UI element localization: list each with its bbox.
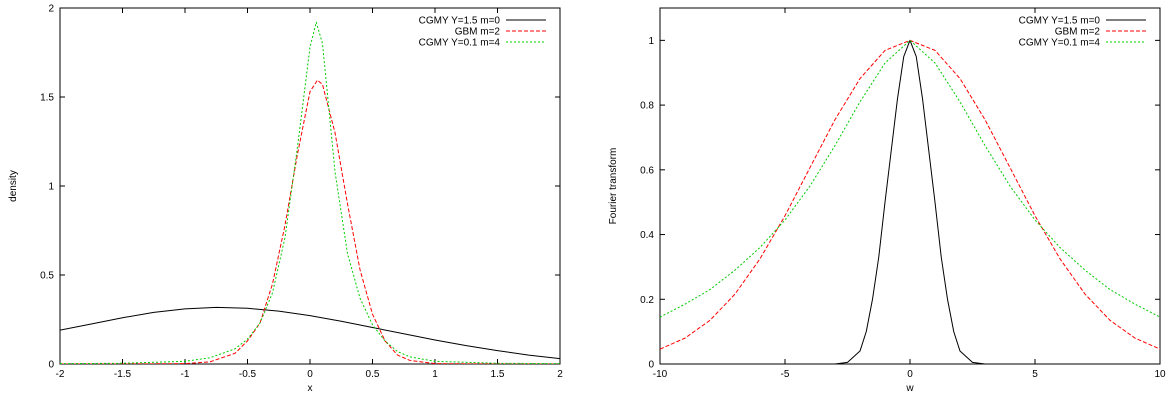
y-tick-label: 0.6 [640,165,654,176]
y-tick-label: 0.2 [640,295,654,306]
x-tick-label: -2 [56,369,65,380]
y-tick-label: 0 [48,360,54,371]
series-line-2 [660,39,1160,318]
series-line-1 [660,39,1160,350]
legend-label: CGMY Y=0.1 m=4 [419,38,501,49]
x-tick-label: 0.5 [366,369,380,380]
x-tick-label: -0.5 [239,369,257,380]
x-tick-label: 1 [432,369,438,380]
legend-label: CGMY Y=1.5 m=0 [1019,16,1101,27]
plot-frame [59,7,561,365]
legend-label: GBM m=2 [455,27,501,38]
series-line-2 [60,21,560,364]
y-tick-label: 0.8 [640,101,654,112]
legend-label: CGMY Y=0.1 m=4 [1019,38,1101,49]
series-line-1 [60,79,560,364]
y-axis-label: Fourier transform [608,148,619,225]
legend-label: GBM m=2 [1055,27,1101,38]
x-tick-label: 1.5 [491,369,505,380]
x-tick-label: -10 [653,369,668,380]
legend-label: CGMY Y=1.5 m=0 [419,16,501,27]
series-line-0 [660,39,1160,364]
series-line-0 [60,306,560,360]
fourier-transform-chart: -10 -5 0 5 10 0 0.2 0.4 0.6 0.8 1 w Fourier transfor… [608,7,1166,394]
x-tick-label: 0 [907,369,913,380]
x-tick-label: -5 [781,369,790,380]
y-tick-label: 0.4 [640,230,654,241]
x-tick-label: -1 [181,369,190,380]
x-tick-label: 2 [557,369,563,380]
x-tick-label: 5 [1032,369,1038,380]
x-tick-label: 0 [307,369,313,380]
x-tick-label: -1.5 [114,369,132,380]
x-axis-label: x [308,383,313,394]
y-axis-label: density [8,170,19,202]
plot-frame [659,7,1161,365]
y-tick-label: 2 [48,4,54,15]
density-chart: -2 -1.5 -1 -0.5 0 0.5 1 1.5 2 0 0.5 1 1.5 2 x density CG… [8,4,563,395]
y-tick-label: 1.5 [40,93,54,104]
y-tick-label: 1 [48,182,54,193]
y-tick-label: 0 [648,360,654,371]
x-axis-label: w [905,383,914,394]
y-tick-label: 0.5 [40,271,54,282]
x-tick-label: 10 [1154,369,1166,380]
y-tick-label: 1 [648,36,654,47]
